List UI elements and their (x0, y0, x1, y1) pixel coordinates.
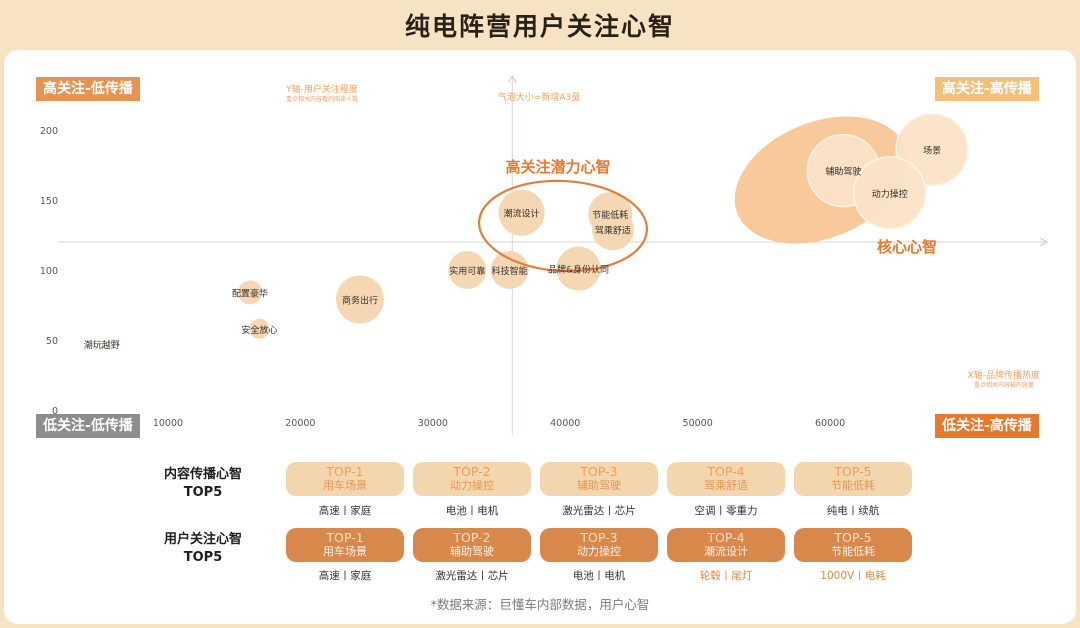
x-tick-10000: 10000 (153, 418, 183, 429)
user-top5-rank: TOP-5 (834, 530, 872, 545)
bubble-label-10: 辅助驾驶 (825, 166, 861, 178)
content-top3-pill: TOP-3 辅助驾驶 (540, 462, 658, 496)
user-top4-keywords: 轮毂丨尾灯 (699, 570, 753, 582)
content-top4-keywords: 空调丨零重力 (694, 505, 758, 517)
y-axis-label-note: 重点相关内容看内阅读人数 (286, 95, 358, 103)
bubble-label-5: 科技智能 (492, 265, 528, 277)
content-top1-pill: TOP-1 用车场景 (286, 462, 404, 496)
page-title: 纯电阵营用户关注心智 (404, 12, 675, 41)
bubble-9-43600 (591, 208, 634, 251)
user-top1-rank: TOP-1 (326, 530, 364, 545)
quadrant-label-high-attention-low-spread: 高关注-低传播 (36, 77, 140, 101)
content-top4-name: 驾乘舒适 (704, 479, 748, 492)
content-top3-name: 辅助驾驶 (577, 479, 621, 492)
x-tick-50000: 50000 (683, 418, 713, 429)
content-top5-label: 内容传播心智 TOP5 (148, 466, 258, 502)
bubble-label-6: 品牌&身份认同 (548, 264, 609, 276)
content-top1-keywords: 高速丨家庭 (318, 505, 372, 517)
content-top4-pill: TOP-4 驾乘舒适 (667, 462, 785, 496)
bubble-size-note: 气泡大小=新增A3量 (498, 91, 580, 103)
bubble-4-32600 (448, 251, 487, 289)
user-top1-pill: TOP-1 用车场景 (286, 528, 404, 562)
x-axis-label-note: 重点相关内容被内容量 (974, 381, 1034, 389)
bubble-label-7: 潮流设计 (504, 208, 540, 220)
bubble-label-8: 节能低耗 (592, 209, 628, 221)
bubble-label-12: 动力操控 (872, 188, 908, 200)
bubble-label-9: 驾乘舒适 (595, 224, 631, 236)
y-tick-50: 50 (46, 336, 58, 347)
user-top1-name: 用车场景 (323, 545, 367, 558)
bubble-1-16200 (238, 280, 263, 305)
bubble-2-16900 (249, 318, 270, 339)
bubble-label-11: 场景 (923, 146, 941, 157)
bubble-5-35800 (490, 251, 529, 289)
content-top3-rank: TOP-3 (580, 464, 618, 479)
y-tick-200: 200 (40, 126, 58, 137)
bubble-6-41000 (556, 246, 601, 291)
content-top1-name: 用车场景 (323, 479, 367, 492)
y-tick-0: 0 (52, 406, 58, 417)
user-top5-keywords: 1000V丨电耗 (820, 570, 886, 582)
data-source-note: *数据来源：巨懂车内部数据，用户心智 (430, 597, 650, 612)
user-top5-name: 节能低耗 (831, 545, 875, 558)
user-top1-keywords: 高速丨家庭 (318, 570, 372, 582)
user-top3-keywords: 电池丨电机 (572, 570, 626, 582)
y-tick-100: 100 (40, 266, 58, 277)
x-tick-40000: 40000 (550, 418, 580, 429)
content-top4-rank: TOP-4 (707, 464, 745, 479)
x-axis-label: X轴-品牌传播热度 (968, 369, 1040, 381)
potential-highlight-ring (477, 179, 649, 273)
user-top2-pill: TOP-2 辅助驾驶 (413, 528, 531, 562)
content-top2-rank: TOP-2 (453, 464, 491, 479)
content-top5-name: 节能低耗 (831, 479, 875, 492)
content-top5-pill: TOP-5 节能低耗 (794, 462, 912, 496)
bubble-label-4: 实用可靠 (449, 265, 485, 277)
user-top3-rank: TOP-3 (580, 530, 618, 545)
annotation-potential: 高关注潜力心智 (505, 158, 610, 176)
bubble-7-36700 (498, 189, 545, 236)
user-top4-pill: TOP-4 潮流设计 (667, 528, 785, 562)
x-tick-60000: 60000 (815, 418, 845, 429)
quadrant-label-high-attention-high-spread: 高关注-高传播 (935, 77, 1039, 101)
content-top5-rank: TOP-5 (834, 464, 872, 479)
y-tick-150: 150 (40, 196, 58, 207)
bubble-label-0: 潮玩越野 (84, 339, 120, 351)
bubble-12-64500 (852, 156, 927, 230)
bubble-label-1: 配置豪华 (232, 287, 268, 299)
x-tick-30000: 30000 (418, 418, 448, 429)
y-axis-label: Y轴-用户关注程度 (285, 83, 358, 95)
bubble-3-24500 (335, 275, 384, 324)
user-top2-rank: TOP-2 (453, 530, 491, 545)
content-top2-pill: TOP-2 动力操控 (413, 462, 531, 496)
content-top3-keywords: 激光雷达丨芯片 (562, 505, 636, 517)
user-top4-name: 潮流设计 (704, 545, 748, 558)
content-top2-name: 动力操控 (450, 479, 494, 492)
bubble-label-2: 安全放心 (241, 324, 277, 336)
quadrant-label-low-attention-high-spread: 低关注-高传播 (935, 414, 1039, 438)
content-top5-label-line2: TOP5 (183, 485, 223, 500)
user-top5-label-line2: TOP5 (183, 550, 223, 565)
content-top1-rank: TOP-1 (326, 464, 364, 479)
user-top5-label: 用户关注心智 TOP5 (148, 531, 258, 567)
user-top2-name: 辅助驾驶 (450, 545, 494, 558)
content-top5-label-line1: 内容传播心智 (163, 467, 242, 482)
content-top5-keywords: 纯电丨续航 (826, 505, 880, 517)
user-top2-keywords: 激光雷达丨芯片 (435, 570, 509, 582)
user-top4-rank: TOP-4 (707, 530, 745, 545)
annotation-core: 核心心智 (877, 238, 937, 256)
user-top3-pill: TOP-3 动力操控 (540, 528, 658, 562)
user-top3-name: 动力操控 (577, 545, 621, 558)
user-top5-pill: TOP-5 节能低耗 (794, 528, 912, 562)
quadrant-label-low-attention-low-spread: 低关注-低传播 (36, 414, 140, 438)
bubble-label-3: 商务出行 (342, 294, 378, 306)
content-top2-keywords: 电池丨电机 (445, 505, 499, 517)
user-top5-label-line1: 用户关注心智 (163, 532, 242, 547)
x-tick-20000: 20000 (285, 418, 315, 429)
